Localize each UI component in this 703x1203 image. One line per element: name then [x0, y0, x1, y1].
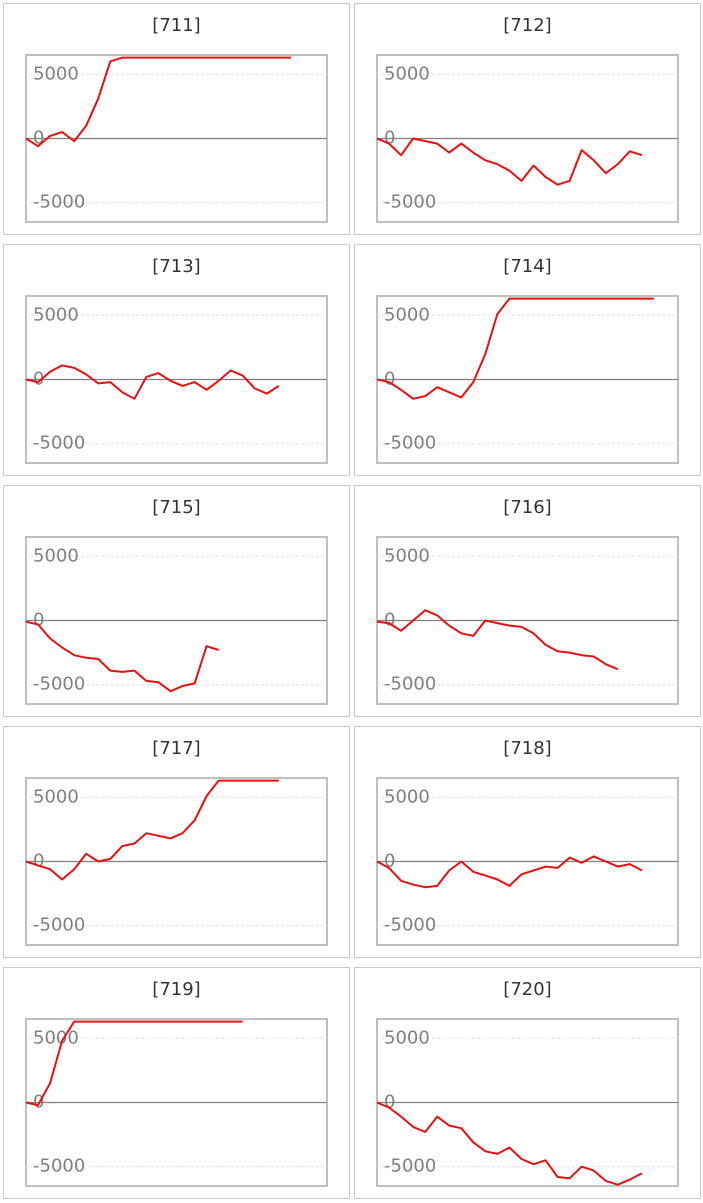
y-tick-label: 0	[33, 610, 44, 631]
chart: [713] -5000 0 5000	[25, 256, 328, 464]
chart: [712] -5000 0 5000	[376, 15, 679, 223]
y-tick-label: -5000	[33, 1156, 85, 1177]
chart: [717] -5000 0 5000	[25, 738, 328, 946]
y-tick-label: 5000	[33, 304, 79, 325]
chart-panel: [719] -5000 0 5000	[3, 967, 350, 1199]
y-tick-label: 0	[384, 369, 395, 390]
y-tick-label: 5000	[33, 63, 79, 84]
chart-panel: [716] -5000 0 5000	[354, 485, 701, 717]
y-tick-label: 0	[33, 369, 44, 390]
chart-title: [715]	[152, 497, 200, 518]
chart-panel: [720] -5000 0 5000	[354, 967, 701, 1199]
y-tick-label: 0	[33, 128, 44, 149]
chart-panel: [717] -5000 0 5000	[3, 726, 350, 958]
y-tick-label: -5000	[384, 192, 436, 213]
y-tick-label: 0	[384, 851, 395, 872]
data-line	[376, 1101, 643, 1186]
chart-panel: [715] -5000 0 5000	[3, 485, 350, 717]
y-tick-label: 5000	[33, 1027, 79, 1048]
data-line	[25, 1020, 243, 1107]
data-line	[25, 56, 291, 148]
chart-title: [719]	[152, 979, 200, 1000]
chart: [714] -5000 0 5000	[376, 256, 679, 464]
data-line	[376, 609, 619, 671]
y-tick-label: -5000	[384, 915, 436, 936]
y-tick-label: 5000	[33, 786, 79, 807]
chart-title: [716]	[503, 497, 551, 518]
data-line	[25, 364, 280, 400]
y-tick-label: -5000	[384, 433, 436, 454]
chart-title: [718]	[503, 738, 551, 759]
data-line	[25, 620, 219, 693]
y-tick-label: -5000	[384, 674, 436, 695]
chart-title: [717]	[152, 738, 200, 759]
chart-title: [720]	[503, 979, 551, 1000]
y-tick-label: -5000	[33, 433, 85, 454]
y-tick-label: 0	[384, 128, 395, 149]
y-tick-label: 5000	[384, 1027, 430, 1048]
chart-panel: [714] -5000 0 5000	[354, 244, 701, 476]
data-line	[376, 297, 654, 400]
chart-panel: [711] -5000 0 5000	[3, 3, 350, 235]
y-tick-label: 5000	[384, 63, 430, 84]
y-tick-label: 5000	[384, 786, 430, 807]
chart: [716] -5000 0 5000	[376, 497, 679, 705]
chart-panel: [712] -5000 0 5000	[354, 3, 701, 235]
chart: [718] -5000 0 5000	[376, 738, 679, 946]
chart-title: [713]	[152, 256, 200, 277]
y-tick-label: -5000	[33, 192, 85, 213]
y-tick-label: -5000	[384, 1156, 436, 1177]
chart-title: [712]	[503, 15, 551, 36]
y-tick-label: 0	[33, 851, 44, 872]
y-tick-label: -5000	[33, 674, 85, 695]
y-tick-label: 5000	[384, 545, 430, 566]
chart-panel: [713] -5000 0 5000	[3, 244, 350, 476]
y-tick-label: 5000	[33, 545, 79, 566]
chart-title: [714]	[503, 256, 551, 277]
y-tick-label: 0	[384, 1092, 395, 1113]
chart-title: [711]	[152, 15, 200, 36]
chart: [711] -5000 0 5000	[25, 15, 328, 223]
y-tick-label: -5000	[33, 915, 85, 936]
chart: [720] -5000 0 5000	[376, 979, 679, 1187]
data-line	[376, 137, 643, 186]
chart: [715] -5000 0 5000	[25, 497, 328, 705]
y-tick-label: 5000	[384, 304, 430, 325]
data-line	[376, 855, 643, 889]
y-tick-label: 0	[384, 610, 395, 631]
chart-panel: [718] -5000 0 5000	[354, 726, 701, 958]
data-line	[25, 779, 279, 881]
